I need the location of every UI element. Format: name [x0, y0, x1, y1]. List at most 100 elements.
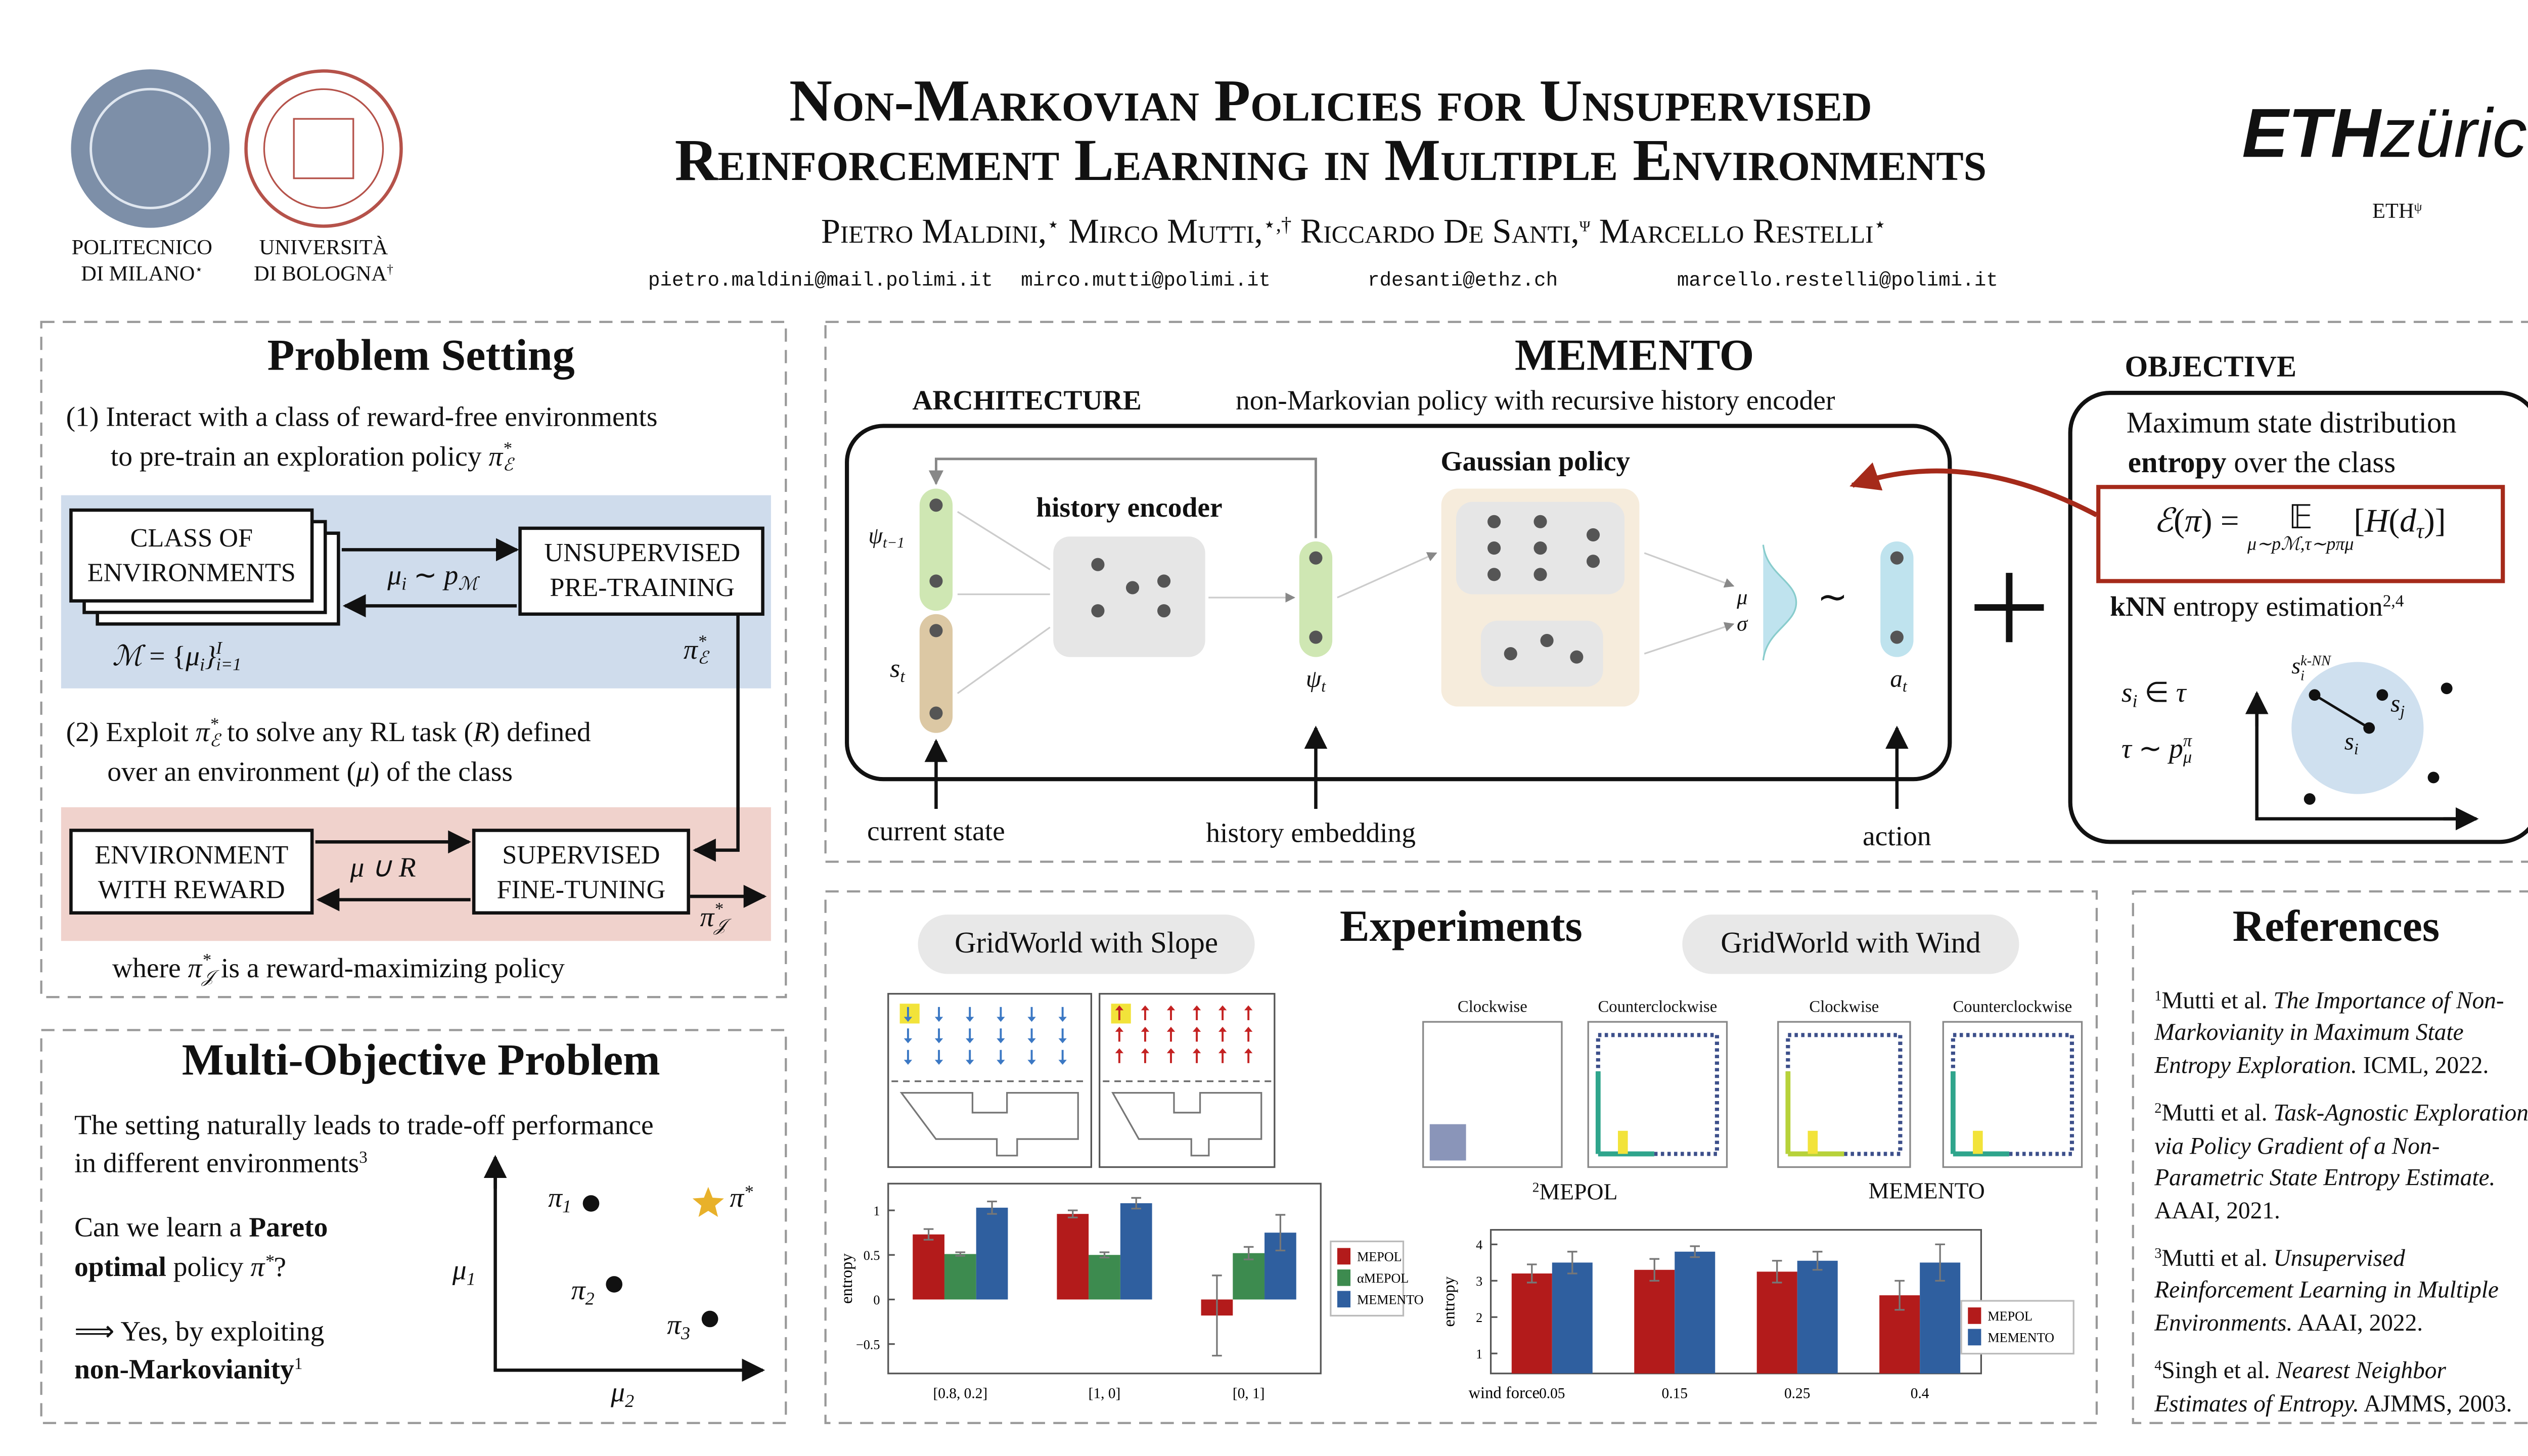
map-arrow-head — [966, 1060, 974, 1065]
point-label: π2 — [571, 1275, 595, 1312]
math: π* — [730, 1182, 753, 1213]
input-label: history embedding — [1206, 817, 1416, 849]
policy-point — [606, 1276, 623, 1293]
map-arrow-head — [1027, 1017, 1036, 1022]
text-line: where π * 𝒥 is a reward-maximizing policy — [112, 952, 565, 988]
ref-number: 4 — [2154, 1357, 2162, 1374]
map-arrow-head — [997, 1060, 1005, 1065]
math-base: μ — [186, 640, 200, 672]
panel-title: Multi-Objective Problem — [182, 1035, 660, 1085]
policy-point — [582, 1195, 600, 1212]
text: where — [112, 952, 188, 984]
error-bar — [1243, 1246, 1254, 1260]
knn-samples — [2304, 682, 2453, 805]
math-base: a — [1890, 667, 1903, 694]
circle — [929, 706, 943, 720]
map-arrow-head — [1244, 1005, 1253, 1011]
subscript: 2 — [625, 1392, 635, 1412]
map-arrow-head — [1115, 1048, 1124, 1054]
ref-venue: AJMMS, 2003. — [2359, 1391, 2512, 1418]
superscript: * — [744, 1182, 753, 1203]
bar — [1675, 1251, 1716, 1374]
ref-number: 3 — [2154, 1245, 2162, 1261]
math-base: π — [2184, 503, 2201, 540]
affiliation-mark: ψ — [2414, 199, 2422, 214]
circle — [1091, 604, 1105, 618]
superscript: * — [209, 715, 218, 734]
map-arrow-head — [1192, 1027, 1201, 1032]
map-arrow-head — [1115, 1005, 1124, 1011]
math-base: π — [188, 952, 202, 984]
error-bar — [1567, 1251, 1577, 1275]
subscript: ℰ — [503, 457, 514, 476]
affiliation-line: UNIVERSITÀ — [259, 234, 388, 259]
math-base: ℳ — [112, 640, 143, 672]
math: π * ℰ — [684, 634, 708, 668]
traj-start — [1618, 1130, 1628, 1154]
y-axis-label: entropy — [838, 1253, 856, 1303]
map-arrow-head — [1218, 1005, 1227, 1011]
pretrain-box — [518, 526, 764, 616]
line — [1337, 552, 1437, 599]
map-arrow-head — [934, 1017, 943, 1022]
sup-text: 2 — [1532, 1180, 1540, 1196]
circle — [2363, 722, 2375, 734]
math: μ — [1737, 584, 1747, 610]
error-bar — [1131, 1197, 1142, 1210]
method-label: MEMENTO — [1868, 1180, 1984, 1208]
text-line: (2) Exploit π * ℰ to solve any RL task (R)… — [66, 716, 591, 752]
math: si — [2344, 728, 2359, 760]
email: mirco.mutti@polimi.it — [1021, 269, 1271, 292]
math: σ — [1737, 611, 1747, 636]
error-bar — [1275, 1214, 1286, 1252]
text-line: optimal policy π*? — [74, 1251, 286, 1285]
ref-title: The Importance of Non-Markovianity in Ma… — [2154, 988, 2504, 1079]
text: ⟹ Yes, by exploiting — [74, 1315, 325, 1347]
box-label: SUPERVISED — [502, 842, 660, 870]
boxes — [69, 508, 764, 915]
math: ℰ — [2154, 504, 2174, 540]
eth-logo-rest: zürich — [2380, 94, 2528, 172]
gridworld-maps — [887, 993, 1276, 1168]
subscript: 2 — [585, 1290, 595, 1310]
text: The setting naturally leads to trade-off… — [74, 1109, 654, 1141]
map-arrow-head — [1166, 1005, 1176, 1011]
math: pℳ — [444, 560, 477, 595]
math-base: μ ∪ R — [350, 851, 416, 883]
map-arrow-head — [1058, 1017, 1067, 1022]
text-line: to pre-train an exploration policy π * ℰ — [111, 441, 513, 477]
x-tick-label: 0.05 — [1539, 1386, 1565, 1402]
architecture-frame — [845, 424, 1952, 782]
math-base: p — [2169, 733, 2183, 764]
legend-swatch — [1337, 1248, 1351, 1265]
policy-point — [701, 1310, 718, 1328]
sup-sub: * 𝒥 — [714, 901, 726, 937]
reference-list: 1Mutti et al. The Importance of Non-Mark… — [2154, 981, 2528, 1432]
math-base: ψ — [1305, 667, 1322, 694]
superscript: I — [216, 640, 222, 658]
author-mark: ⋆ — [1047, 213, 1060, 237]
arrows — [315, 538, 767, 912]
map-walls — [899, 1092, 1079, 1157]
text: to pre-train an exploration policy — [110, 440, 489, 472]
math: μi — [387, 560, 407, 595]
subscript: μ — [2183, 749, 2192, 768]
map-arrow-head — [1244, 1027, 1253, 1032]
legend-label: MEMENTO — [1357, 1293, 1424, 1307]
bold-text: optimal — [74, 1251, 166, 1283]
env-pill — [1682, 914, 2019, 974]
error-bar — [1894, 1280, 1905, 1311]
affiliation: DI MILANO⋆ — [81, 261, 203, 287]
math-base: π — [195, 716, 210, 748]
text: is a reward-maximizing policy — [214, 952, 565, 984]
point-label: π* — [730, 1182, 753, 1216]
math: π * ℰ — [488, 441, 513, 475]
sup-sub: k-NN i — [2300, 653, 2331, 682]
input-label: action — [1863, 820, 1931, 852]
text: over the class — [2226, 445, 2396, 479]
subscript: 𝒥 — [202, 969, 214, 987]
space — [1291, 211, 1300, 251]
space — [1590, 211, 1599, 251]
pareto-axes — [483, 1155, 765, 1382]
